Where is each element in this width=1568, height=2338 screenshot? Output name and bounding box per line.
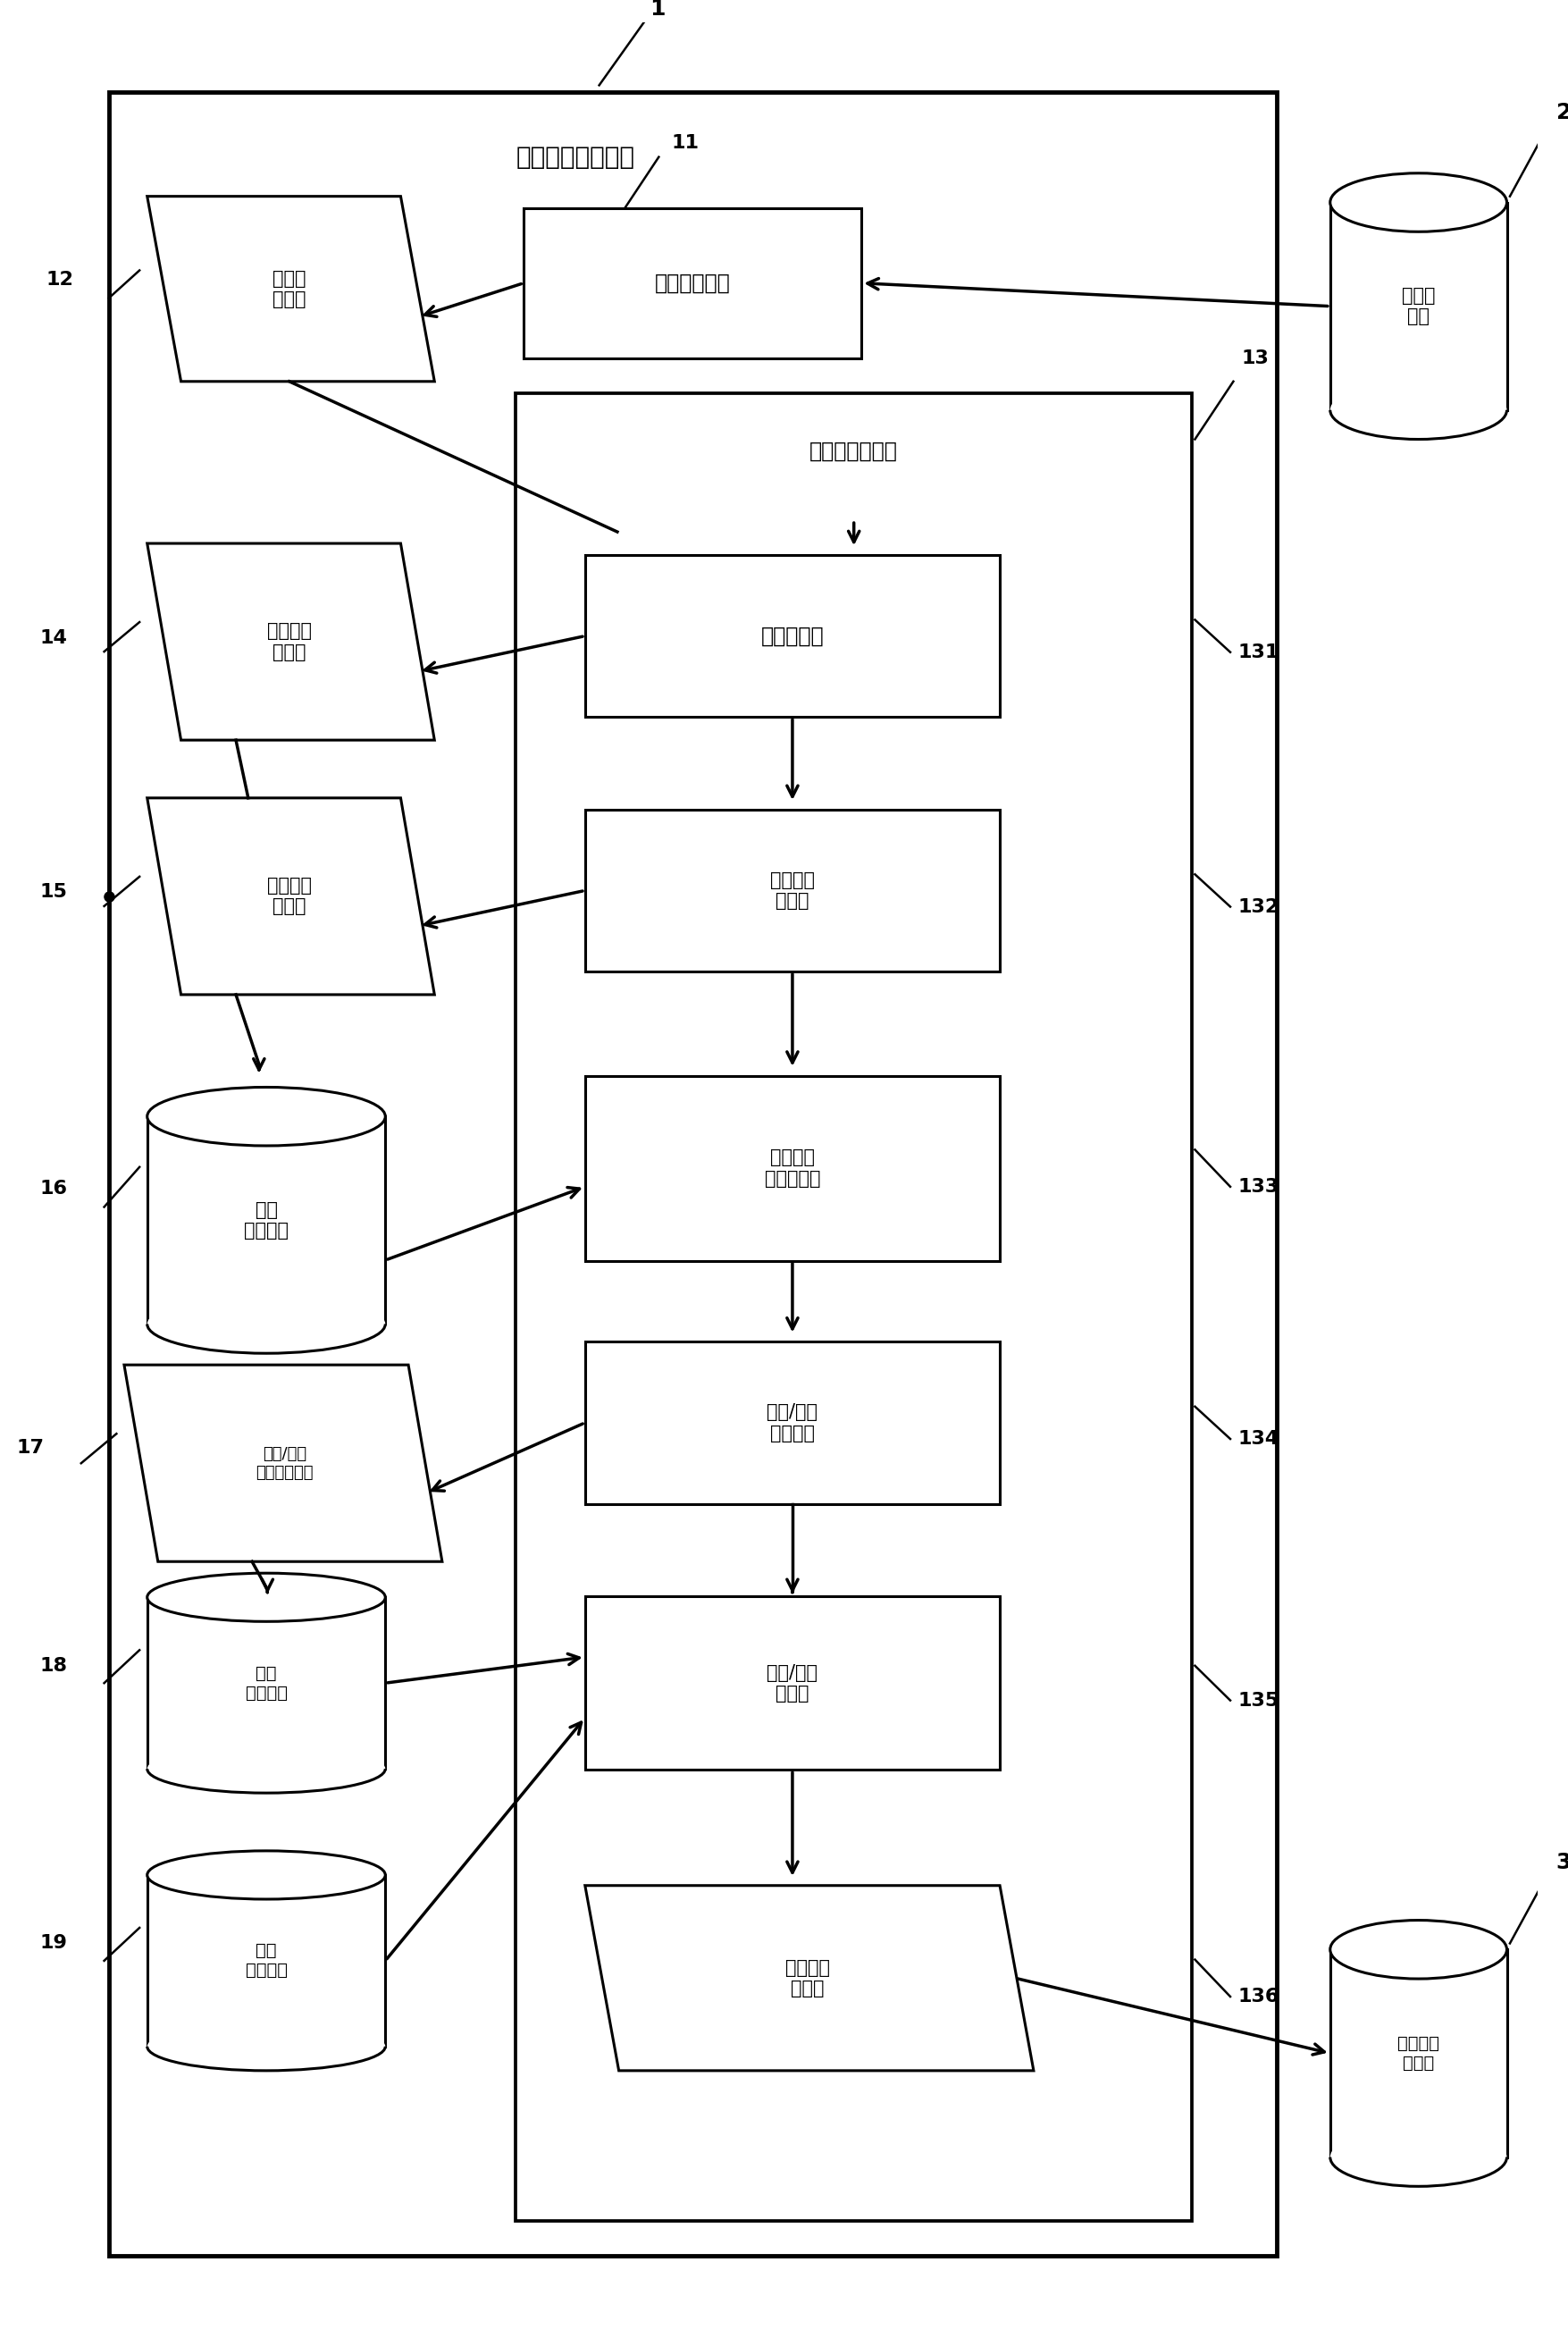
Bar bbox=[585, 554, 999, 718]
Bar bbox=[108, 91, 1276, 2256]
Text: 部分
识别字典: 部分 识别字典 bbox=[245, 1943, 287, 1978]
Bar bbox=[585, 1597, 999, 1770]
Text: 字形要素判定装置: 字形要素判定装置 bbox=[516, 145, 635, 168]
Text: 部首
分析字典: 部首 分析字典 bbox=[243, 1202, 289, 1239]
Text: 12: 12 bbox=[45, 271, 74, 288]
Text: 2: 2 bbox=[1555, 103, 1568, 124]
Text: 字形要素分析部: 字形要素分析部 bbox=[809, 440, 897, 461]
Ellipse shape bbox=[1330, 381, 1505, 440]
Text: 字形要素
存储部: 字形要素 存储部 bbox=[786, 1959, 829, 1997]
Text: 131: 131 bbox=[1237, 643, 1278, 662]
Text: 14: 14 bbox=[39, 629, 67, 648]
Ellipse shape bbox=[147, 1573, 386, 1623]
Ellipse shape bbox=[1330, 1919, 1505, 1978]
Text: 133: 133 bbox=[1237, 1178, 1278, 1195]
Text: 1: 1 bbox=[649, 0, 665, 19]
Ellipse shape bbox=[147, 2022, 386, 2071]
Text: 15: 15 bbox=[39, 884, 67, 902]
Polygon shape bbox=[147, 542, 434, 741]
Text: 19: 19 bbox=[39, 1934, 67, 1952]
Text: 132: 132 bbox=[1237, 898, 1278, 916]
Text: 部首配置
模式分析部: 部首配置 模式分析部 bbox=[764, 1148, 820, 1188]
Text: 3: 3 bbox=[1555, 1852, 1568, 1873]
Text: 17: 17 bbox=[17, 1438, 44, 1457]
Text: 部首/部分
识别部: 部首/部分 识别部 bbox=[767, 1665, 817, 1702]
Text: 定量数据
生成部: 定量数据 生成部 bbox=[770, 872, 814, 909]
Text: 字形要素
数据库: 字形要素 数据库 bbox=[1397, 2034, 1439, 2071]
Text: 轮廓图形
存储部: 轮廓图形 存储部 bbox=[267, 622, 312, 662]
Bar bbox=[1330, 1950, 1505, 2158]
Bar bbox=[516, 393, 1192, 2221]
Ellipse shape bbox=[147, 1087, 386, 1146]
Ellipse shape bbox=[147, 1295, 386, 1354]
Text: 13: 13 bbox=[1240, 348, 1269, 367]
Polygon shape bbox=[585, 1884, 1033, 2071]
Text: 136: 136 bbox=[1237, 1987, 1278, 2006]
Bar bbox=[147, 1597, 386, 1770]
Text: 16: 16 bbox=[39, 1178, 67, 1197]
Ellipse shape bbox=[147, 1852, 386, 1898]
Text: 点图形生成部: 点图形生成部 bbox=[654, 271, 731, 295]
Bar bbox=[147, 1118, 386, 1323]
Ellipse shape bbox=[1330, 2128, 1505, 2186]
Bar bbox=[585, 1075, 999, 1260]
Bar bbox=[585, 809, 999, 973]
Ellipse shape bbox=[1330, 173, 1505, 231]
Text: 稀用字
文件: 稀用字 文件 bbox=[1400, 288, 1435, 325]
Text: 点图形
存储部: 点图形 存储部 bbox=[273, 269, 306, 309]
Text: 135: 135 bbox=[1237, 1690, 1278, 1709]
Bar bbox=[585, 1342, 999, 1503]
Polygon shape bbox=[147, 797, 434, 994]
Text: 134: 134 bbox=[1237, 1431, 1278, 1447]
Text: 18: 18 bbox=[39, 1658, 67, 1674]
Bar bbox=[1330, 203, 1505, 409]
Bar bbox=[147, 1875, 386, 2046]
Polygon shape bbox=[124, 1365, 442, 1562]
Polygon shape bbox=[147, 196, 434, 381]
Ellipse shape bbox=[147, 1744, 386, 1793]
Text: 部首/部分
光栅化部: 部首/部分 光栅化部 bbox=[767, 1403, 817, 1443]
Text: 轮廓提取部: 轮廓提取部 bbox=[760, 624, 823, 648]
Text: 定量数据
存储部: 定量数据 存储部 bbox=[267, 877, 312, 916]
Text: 11: 11 bbox=[671, 133, 698, 152]
Bar bbox=[524, 208, 861, 358]
Text: 部首
识别字典: 部首 识别字典 bbox=[245, 1665, 287, 1702]
Text: 部首/部分
点图形存储部: 部首/部分 点图形存储部 bbox=[256, 1445, 314, 1480]
